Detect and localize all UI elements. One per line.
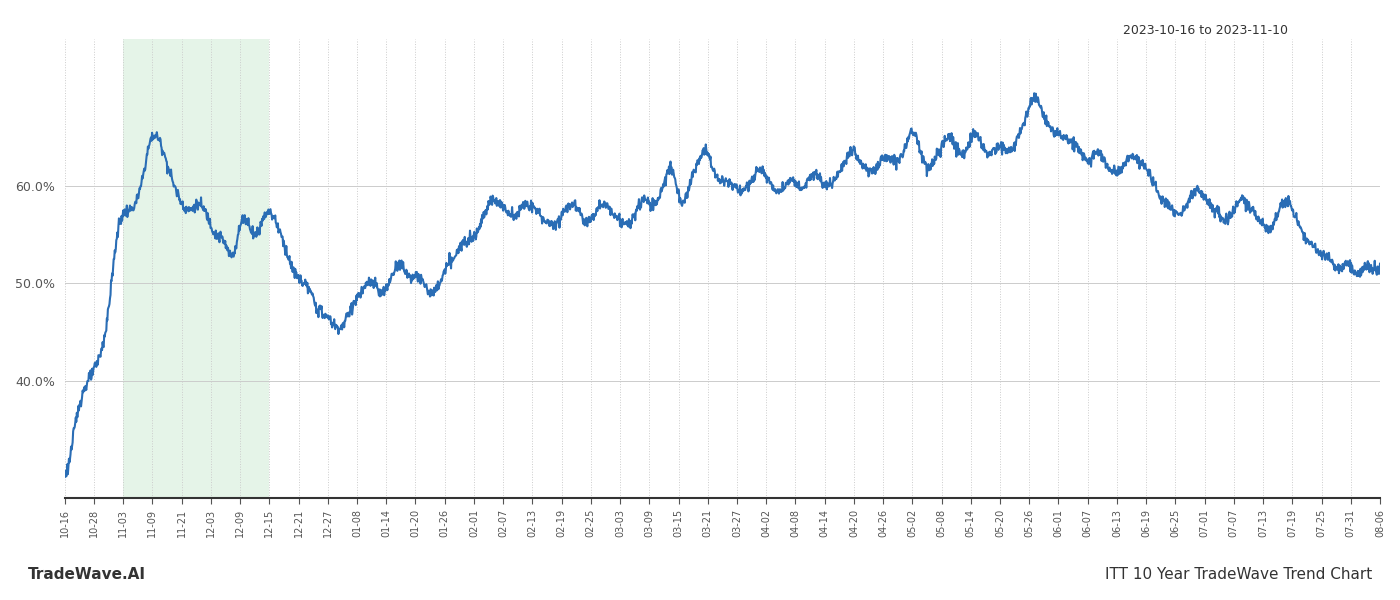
Text: ITT 10 Year TradeWave Trend Chart: ITT 10 Year TradeWave Trend Chart [1105,567,1372,582]
Text: 2023-10-16 to 2023-11-10: 2023-10-16 to 2023-11-10 [1123,24,1288,37]
Bar [123,39,269,498]
Text: TradeWave.AI: TradeWave.AI [28,567,146,582]
